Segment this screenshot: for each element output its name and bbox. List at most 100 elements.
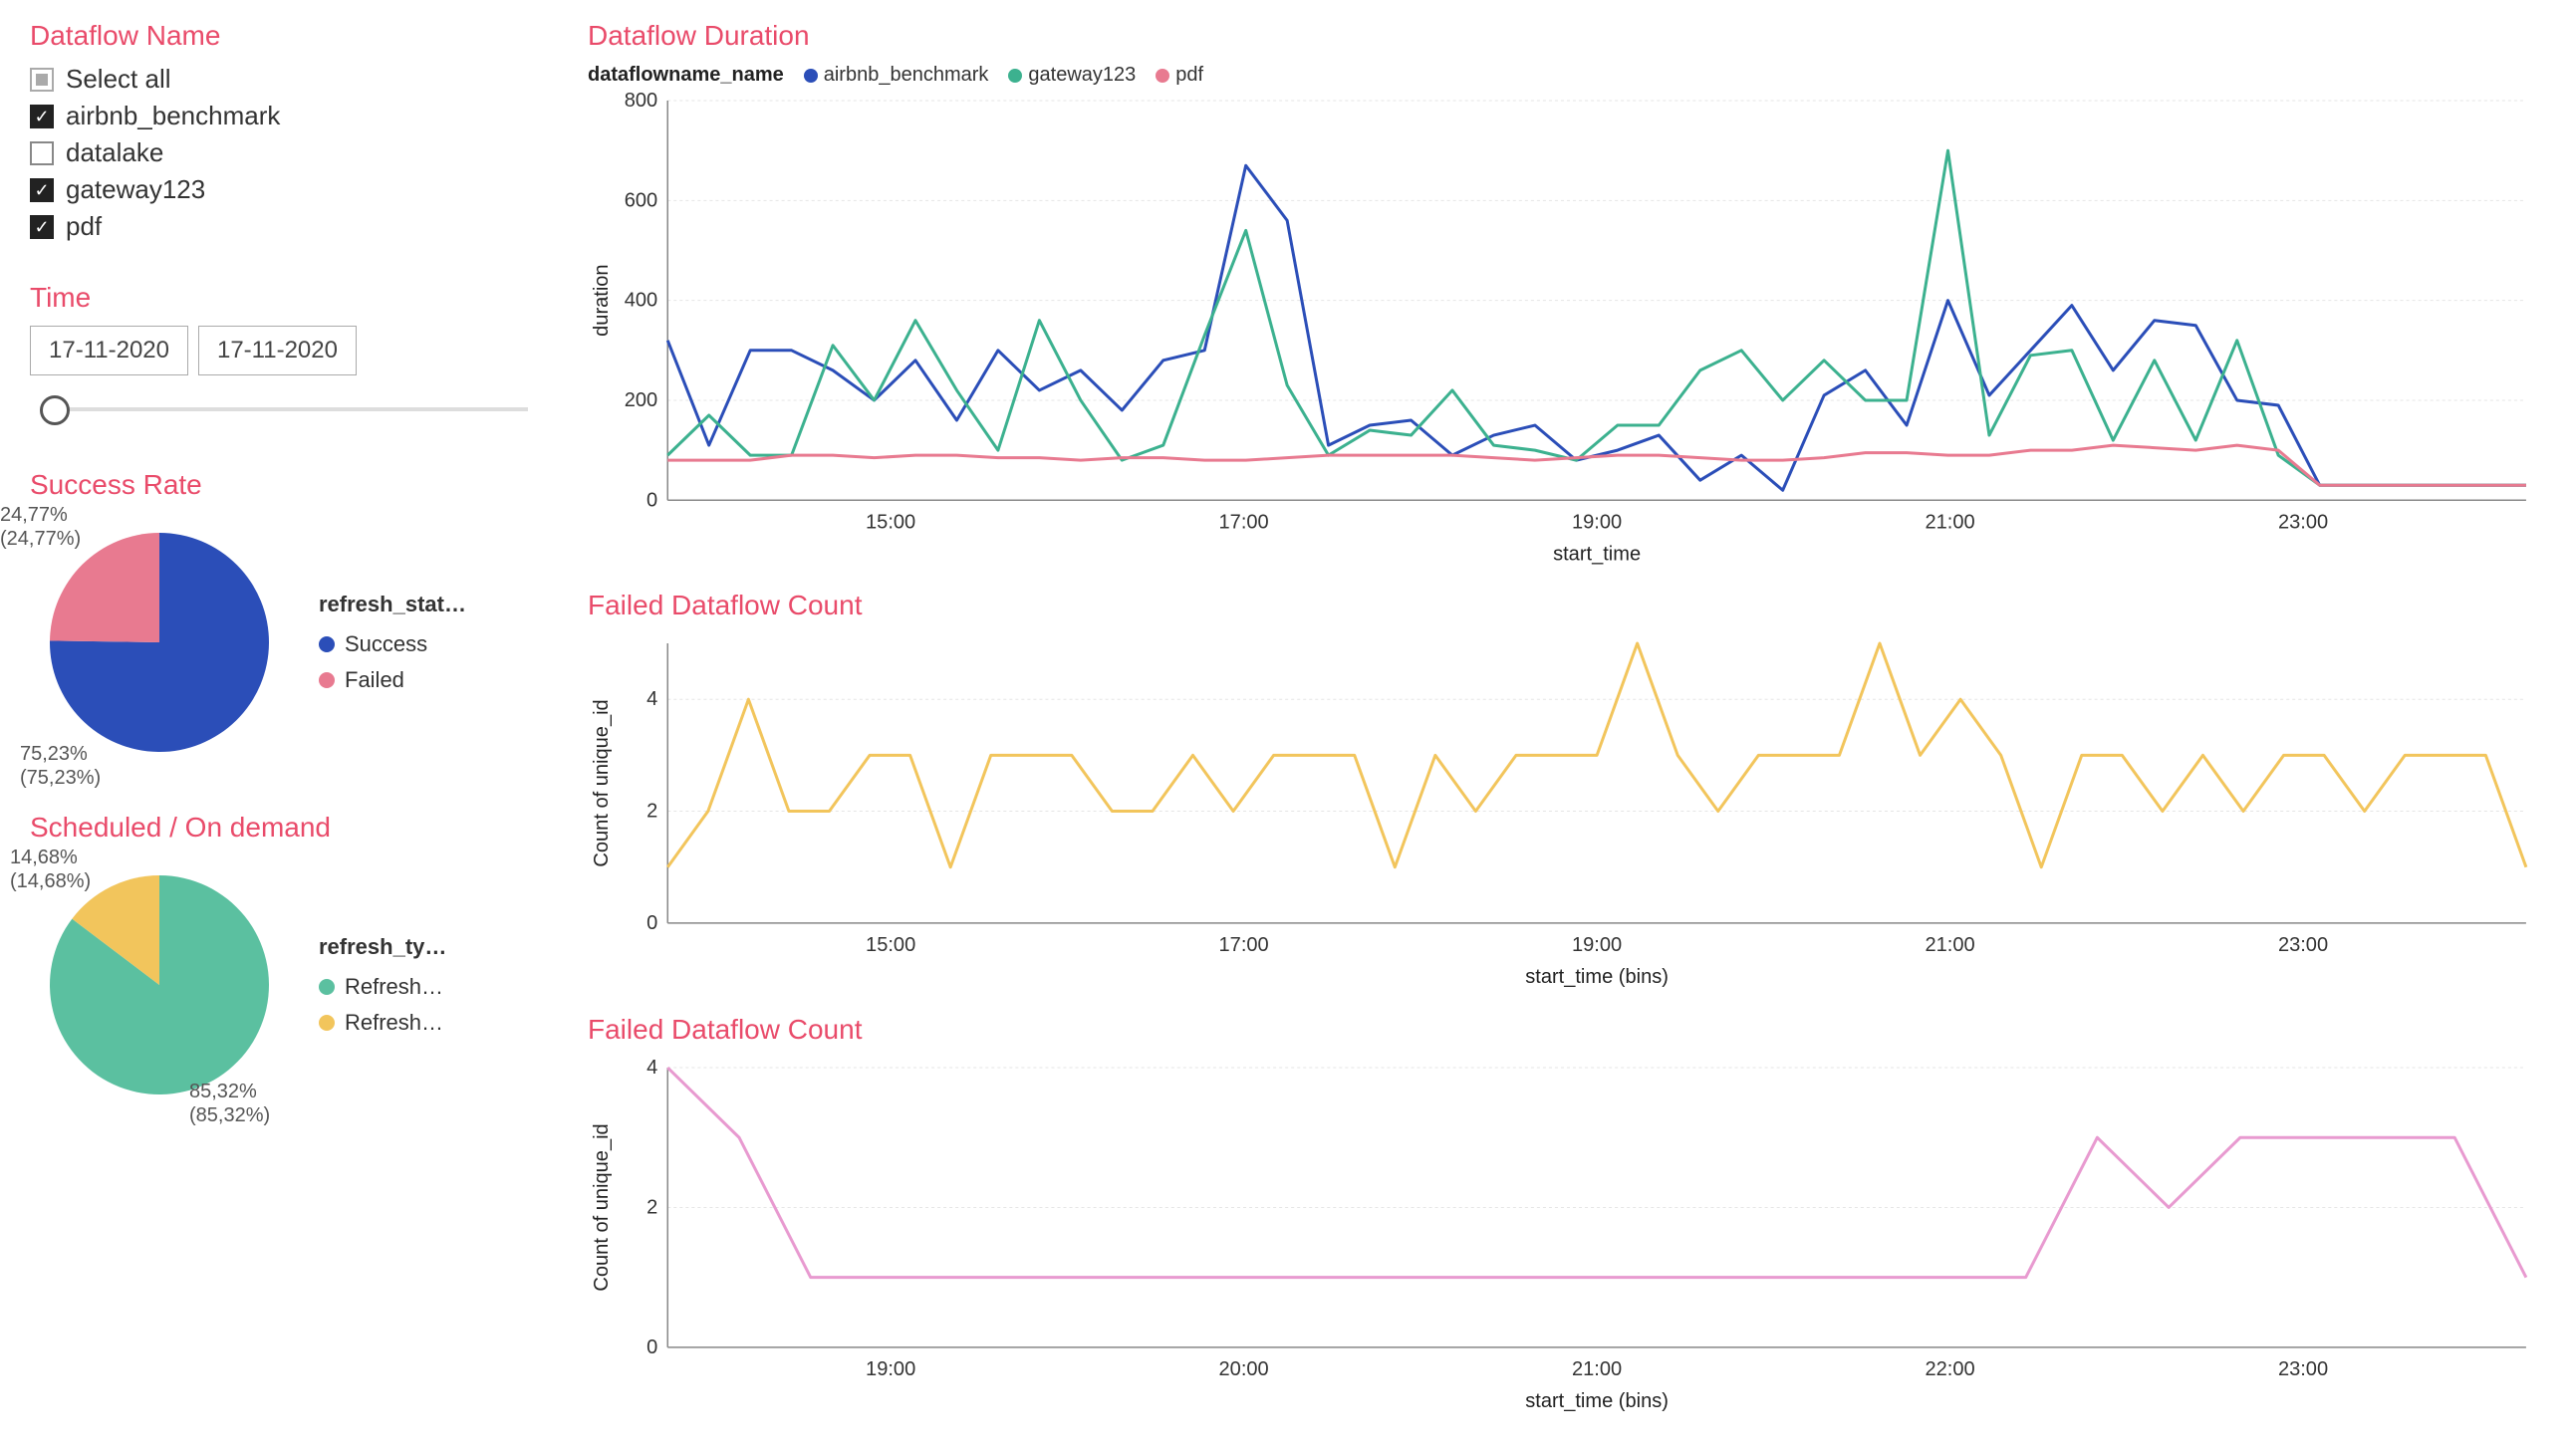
duration-chart[interactable]: Dataflow Duration dataflowname_name airb… — [588, 20, 2546, 570]
select-all-label: Select all — [66, 64, 171, 95]
dataflow-name-slicer: Dataflow Name Select all airbnb_benchmark… — [30, 20, 548, 242]
svg-text:17:00: 17:00 — [1219, 511, 1269, 533]
svg-text:23:00: 23:00 — [2278, 1358, 2328, 1380]
svg-text:21:00: 21:00 — [1925, 511, 1974, 533]
duration-chart-svg: 0 200 400 600 800 15:00 17:00 19:00 21:00 23:00 du… — [588, 91, 2546, 570]
duration-legend-item[interactable]: airbnb_benchmark — [804, 64, 989, 87]
legend-dot-icon — [804, 69, 818, 83]
pie-data-label: 85,32%(85,32%) — [189, 1080, 270, 1127]
legend-item[interactable]: Refresh… — [319, 974, 446, 1000]
svg-text:2: 2 — [646, 1196, 657, 1218]
slicer-checkbox[interactable] — [30, 178, 54, 202]
legend-item[interactable]: Refresh… — [319, 1010, 446, 1036]
failed1-svg: 0 2 4 15:00 17:00 19:00 21:00 23:00 Count of uni… — [588, 633, 2546, 993]
pie-data-label: 75,23%(75,23%) — [20, 742, 101, 790]
svg-text:400: 400 — [625, 290, 657, 312]
slicer-item-label: pdf — [66, 211, 102, 242]
success-rate-pie[interactable]: 24,77%(24,77%)75,23%(75,23%) — [30, 513, 289, 772]
svg-text:15:00: 15:00 — [866, 934, 915, 956]
svg-text:0: 0 — [646, 1335, 657, 1357]
slicer-title: Dataflow Name — [30, 20, 548, 52]
slicer-item[interactable]: airbnb_benchmark — [30, 101, 548, 131]
slider-track — [50, 407, 528, 411]
slicer-item[interactable]: datalake — [30, 137, 548, 168]
slicer-checkbox[interactable] — [30, 215, 54, 239]
svg-text:19:00: 19:00 — [1572, 934, 1622, 956]
svg-text:19:00: 19:00 — [866, 1358, 915, 1380]
svg-text:200: 200 — [625, 389, 657, 411]
legend-label: airbnb_benchmark — [824, 64, 989, 87]
svg-text:0: 0 — [646, 912, 657, 934]
svg-text:17:00: 17:00 — [1219, 934, 1269, 956]
scheduled-title: Scheduled / On demand — [30, 812, 548, 844]
legend-dot-icon — [1008, 69, 1022, 83]
failed2-title: Failed Dataflow Count — [588, 1014, 2546, 1046]
success-rate-block: Success Rate 24,77%(24,77%)75,23%(75,23%… — [30, 469, 548, 772]
success-legend-title: refresh_stat… — [319, 592, 466, 617]
slicer-item[interactable]: gateway123 — [30, 174, 548, 205]
legend-dot-icon — [319, 672, 335, 688]
legend-item[interactable]: Success — [319, 631, 466, 657]
success-rate-title: Success Rate — [30, 469, 548, 501]
pie-data-label: 24,77%(24,77%) — [0, 503, 81, 551]
svg-text:600: 600 — [625, 189, 657, 211]
slicer-checkbox[interactable] — [30, 141, 54, 165]
svg-text:Count of unique_id: Count of unique_id — [591, 1123, 613, 1291]
failed-count-chart-2[interactable]: Failed Dataflow Count 0 2 4 19:00 20:00 21:00… — [588, 1014, 2546, 1417]
duration-legend-label: dataflowname_name — [588, 64, 784, 87]
svg-text:15:00: 15:00 — [866, 511, 915, 533]
legend-label: pdf — [1175, 64, 1203, 87]
failed2-svg: 0 2 4 19:00 20:00 21:00 22:00 23:00 Count of uni… — [588, 1058, 2546, 1417]
slicer-item-label: airbnb_benchmark — [66, 101, 280, 131]
slider-thumb[interactable] — [40, 395, 70, 425]
legend-label: Failed — [345, 667, 404, 693]
svg-text:20:00: 20:00 — [1219, 1358, 1269, 1380]
slicer-item-label: gateway123 — [66, 174, 205, 205]
svg-text:start_time (bins): start_time (bins) — [1525, 967, 1669, 989]
svg-text:4: 4 — [646, 689, 657, 711]
duration-legend-item[interactable]: pdf — [1156, 64, 1203, 87]
scheduled-block: Scheduled / On demand 14,68%(14,68%)85,3… — [30, 812, 548, 1114]
time-to-input[interactable]: 17-11-2020 — [198, 326, 357, 375]
pie-data-label: 14,68%(14,68%) — [10, 846, 91, 893]
svg-text:0: 0 — [646, 489, 657, 511]
slicer-item-label: datalake — [66, 137, 163, 168]
svg-text:Count of unique_id: Count of unique_id — [591, 700, 613, 867]
svg-text:23:00: 23:00 — [2278, 511, 2328, 533]
scheduled-legend-title: refresh_ty… — [319, 934, 446, 960]
duration-legend-item[interactable]: gateway123 — [1008, 64, 1136, 87]
svg-text:duration: duration — [591, 264, 613, 336]
svg-text:23:00: 23:00 — [2278, 934, 2328, 956]
legend-dot-icon — [319, 1015, 335, 1031]
svg-text:start_time: start_time — [1553, 543, 1641, 565]
time-filter: Time 17-11-2020 17-11-2020 — [30, 282, 548, 429]
svg-text:19:00: 19:00 — [1572, 511, 1622, 533]
legend-label: gateway123 — [1028, 64, 1136, 87]
failed-count-chart-1[interactable]: Failed Dataflow Count 0 2 4 15:00 17:00 19:00… — [588, 590, 2546, 993]
svg-text:4: 4 — [646, 1058, 657, 1079]
legend-item[interactable]: Failed — [319, 667, 466, 693]
failed1-title: Failed Dataflow Count — [588, 590, 2546, 621]
select-all-checkbox[interactable] — [30, 68, 54, 92]
svg-text:start_time (bins): start_time (bins) — [1525, 1390, 1669, 1412]
legend-dot-icon — [319, 979, 335, 995]
time-slider[interactable] — [30, 389, 548, 429]
duration-title: Dataflow Duration — [588, 20, 2546, 52]
slicer-item[interactable]: pdf — [30, 211, 548, 242]
time-from-input[interactable]: 17-11-2020 — [30, 326, 188, 375]
slicer-checkbox[interactable] — [30, 105, 54, 128]
legend-label: Refresh… — [345, 1010, 443, 1036]
svg-text:2: 2 — [646, 801, 657, 823]
series-line[interactable] — [667, 643, 2526, 867]
svg-text:22:00: 22:00 — [1925, 1358, 1974, 1380]
scheduled-pie[interactable]: 14,68%(14,68%)85,32%(85,32%) — [30, 855, 289, 1114]
select-all-row[interactable]: Select all — [30, 64, 548, 95]
legend-label: Refresh… — [345, 974, 443, 1000]
svg-text:800: 800 — [625, 91, 657, 112]
legend-label: Success — [345, 631, 427, 657]
series-line[interactable] — [667, 1068, 2526, 1278]
legend-dot-icon — [1156, 69, 1169, 83]
svg-text:21:00: 21:00 — [1925, 934, 1974, 956]
series-line[interactable] — [667, 445, 2526, 485]
svg-text:21:00: 21:00 — [1572, 1358, 1622, 1380]
